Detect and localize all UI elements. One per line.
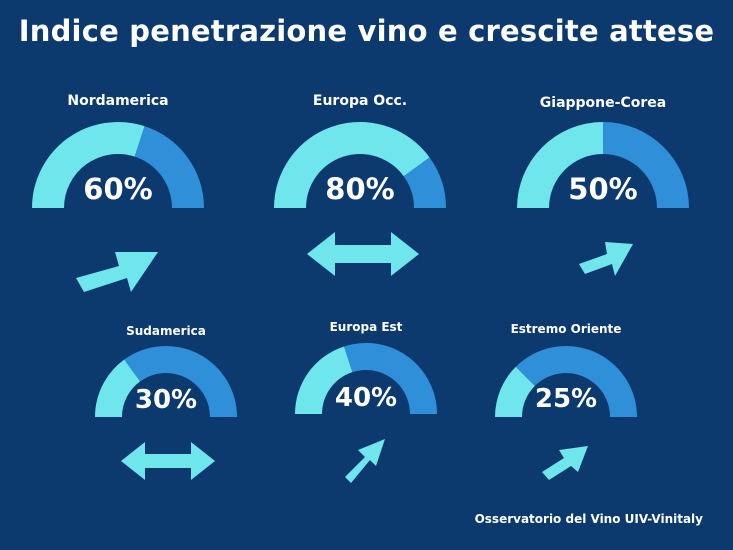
source-note: Osservatorio del Vino UIV-Vinitaly [474, 512, 703, 526]
region-label: Nordamerica [67, 93, 169, 109]
region-label: Europa Est [329, 320, 403, 334]
gauge-value-arc [274, 121, 430, 208]
gauge-value-arc [295, 346, 353, 414]
gauge-value-label: 30% [134, 385, 198, 415]
gauge-value-label: 60% [83, 172, 153, 206]
gauge-svg [495, 346, 637, 417]
gauge-remainder-arc [515, 346, 637, 417]
double-arrow-horizontal-icon [307, 230, 419, 278]
gauge-panel-giappone-corea: Giappone-Corea 50% [515, 92, 691, 282]
gauge-remainder-arc [603, 122, 689, 208]
gauge-panel-nordamerica: Nordamerica 60% [30, 92, 206, 302]
gauge [290, 320, 442, 418]
double-arrow-horizontal-icon [121, 440, 215, 482]
gauge [90, 324, 242, 420]
arrow-up-right-icon [74, 222, 164, 294]
gauge-svg [295, 342, 437, 414]
arrow-up-right-icon [540, 440, 590, 480]
gauge-panel-europa-occ: Europa Occ. 80% [272, 92, 448, 282]
region-label: Estremo Oriente [510, 322, 622, 336]
gauge-value-label: 50% [568, 172, 638, 206]
gauge-value-label: 25% [534, 384, 598, 414]
gauge-remainder-arc [344, 342, 437, 414]
gauge-value-label: 40% [334, 383, 398, 413]
gauge-value-label: 80% [325, 172, 395, 206]
gauge [30, 92, 206, 212]
gauge-remainder-arc [124, 346, 237, 417]
arrow-up-right-icon [579, 234, 635, 278]
gauge-value-arc [32, 121, 145, 208]
region-label: Giappone-Corea [539, 95, 667, 111]
gauge-svg [517, 122, 689, 208]
gauge-value-arc [95, 359, 141, 417]
gauge-panel-europa-est: Europa Est 40% [290, 320, 442, 490]
gauge-svg [274, 121, 446, 208]
page-title: Indice penetrazione vino e crescite atte… [18, 14, 715, 48]
arrow-up-right-icon [343, 435, 389, 485]
gauge-value-arc [495, 366, 535, 417]
gauge-svg [32, 121, 204, 208]
gauge-remainder-arc [403, 157, 446, 208]
region-label: Sudamerica [126, 324, 206, 338]
gauge [515, 92, 691, 212]
gauge [272, 92, 448, 212]
gauge-remainder-arc [134, 126, 204, 208]
region-label: Europa Occ. [312, 93, 408, 109]
gauge-value-arc [517, 122, 603, 208]
gauge-panel-estremo-oriente: Estremo Oriente 25% [490, 322, 642, 486]
gauge [490, 322, 642, 420]
gauge-svg [95, 346, 237, 417]
gauge-panel-sudamerica: Sudamerica 30% [90, 324, 242, 488]
